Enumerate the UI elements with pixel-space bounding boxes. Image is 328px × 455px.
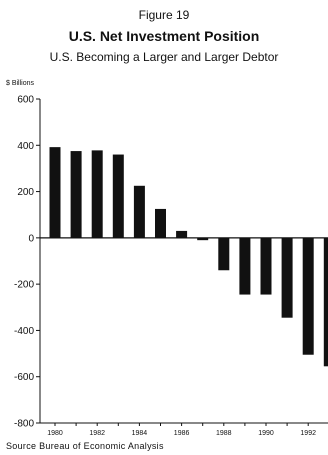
bar-1993	[323, 237, 328, 367]
y-axis-ticks: 600 400 200 0 -200 -400 -600 -800	[14, 95, 40, 430]
y-tick-label: -400	[14, 326, 34, 337]
bar-1983	[112, 154, 124, 238]
figure-number: Figure 19	[138, 8, 190, 22]
bar-1984	[133, 185, 145, 238]
y-tick-label: 200	[17, 187, 34, 198]
bar-1985	[155, 208, 166, 238]
bar-1981	[70, 151, 82, 238]
source-note: Source Bureau of Economic Analysis	[6, 441, 164, 451]
bar-1989	[239, 237, 251, 295]
x-tick-label: 1984	[132, 430, 148, 437]
y-tick-label: -600	[14, 372, 34, 383]
chart-title: U.S. Net Investment Position	[68, 28, 260, 44]
x-tick-label: 1982	[89, 430, 105, 437]
bar-1987	[197, 237, 209, 241]
x-tick-label: 1988	[216, 430, 232, 437]
y-tick-label: 600	[17, 95, 34, 106]
bar-1986	[176, 230, 188, 238]
bar-1990	[260, 237, 272, 295]
y-tick-label: -800	[14, 419, 34, 430]
y-axis-unit-label: $ Billions	[6, 80, 35, 87]
x-axis-ticks: 1980 1982 1984 1986 1988 1990 1992	[47, 423, 316, 437]
bars	[49, 147, 328, 367]
x-tick-label: 1992	[300, 430, 316, 437]
y-tick-label: 400	[17, 141, 34, 152]
chart-subtitle: U.S. Becoming a Larger and Larger Debtor	[49, 50, 279, 64]
y-tick-label: -200	[14, 280, 34, 291]
bar-1991	[281, 237, 293, 318]
bar-1988	[218, 237, 230, 271]
x-tick-label: 1990	[258, 430, 274, 437]
x-tick-label: 1980	[47, 430, 63, 437]
bar-1980	[49, 147, 61, 238]
bar-1992	[302, 237, 314, 355]
y-tick-label: 0	[28, 233, 34, 244]
bar-1982	[91, 150, 103, 238]
x-tick-label: 1986	[174, 430, 190, 437]
